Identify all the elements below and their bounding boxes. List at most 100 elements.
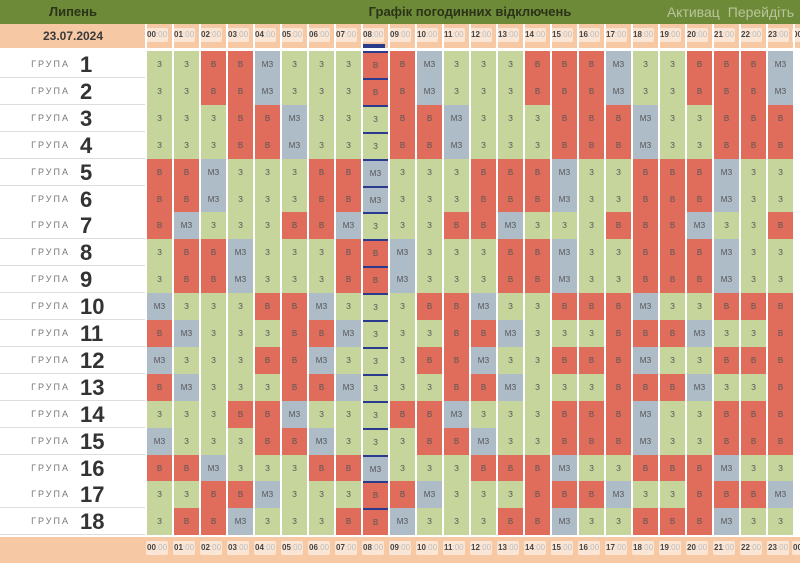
hour-label: 05:00 — [281, 541, 304, 555]
schedule-cell: З — [309, 481, 334, 509]
column-divider — [766, 24, 768, 537]
schedule-cell: В — [741, 427, 766, 455]
group-row: ГРУПА 13 В МЗ З З З В В МЗ З З З В В МЗ З З З В В В МЗ З З В — [0, 373, 800, 401]
schedule-cell: З — [201, 131, 226, 159]
schedule-cell: МЗ — [201, 454, 226, 482]
schedule-cell: З — [660, 400, 685, 428]
schedule-cell: МЗ — [444, 104, 469, 132]
minute-value: :00 — [587, 543, 600, 552]
schedule-cell: МЗ — [552, 239, 577, 267]
hour-value: 17 — [606, 543, 615, 552]
schedule-cell: З — [444, 481, 469, 509]
hour-label: 18:00 — [632, 28, 655, 42]
schedule-cell: З — [471, 481, 496, 509]
schedule-cell: З — [174, 131, 199, 159]
schedule-cell: В — [174, 266, 199, 294]
hour-value: 13 — [498, 30, 507, 39]
schedule-cell: З — [282, 239, 307, 267]
schedule-cell: З — [498, 293, 523, 321]
schedule-cell: З — [255, 212, 280, 240]
schedule-cell: МЗ — [552, 454, 577, 482]
schedule-cell: В — [255, 400, 280, 428]
schedule-cell: З — [309, 239, 334, 267]
schedule-cell: З — [390, 373, 415, 401]
group-label: ГРУПА 7 — [0, 212, 146, 240]
group-word: ГРУПА — [31, 85, 70, 96]
schedule-cell: В — [363, 508, 388, 536]
schedule-cell: В — [201, 266, 226, 294]
minute-value: :00 — [506, 30, 519, 39]
group-word: ГРУПА — [31, 59, 70, 69]
hour-value: 06 — [309, 30, 318, 39]
schedule-cell: З — [417, 373, 442, 401]
hour-label: 21:00 — [713, 28, 736, 42]
schedule-cell: З — [471, 51, 496, 78]
hour-label: 03:00 — [227, 28, 250, 42]
schedule-cell: В — [579, 77, 604, 105]
schedule-cell: З — [687, 346, 712, 374]
schedule-cell: В — [417, 293, 442, 321]
schedule-cell: В — [552, 400, 577, 428]
schedule-cell: В — [660, 266, 685, 294]
column-divider — [604, 24, 606, 537]
schedule-cell: З — [741, 454, 766, 482]
group-row: ГРУПА 6 В В МЗ З З З В В МЗ З З З В В В МЗ З З В В В МЗ З З — [0, 185, 800, 213]
schedule-cell: МЗ — [714, 158, 739, 186]
column-divider — [523, 24, 525, 537]
schedule-cell: З — [147, 400, 172, 428]
group-word: ГРУПА — [31, 274, 70, 285]
minute-value: :00 — [695, 543, 708, 552]
hour-value: 14 — [525, 543, 534, 552]
schedule-cell: МЗ — [687, 212, 712, 240]
schedule-cell: В — [174, 158, 199, 186]
schedule-cell: В — [390, 77, 415, 105]
schedule-cell: З — [579, 266, 604, 294]
hour-label: 20:00 — [686, 541, 709, 555]
schedule-cell: З — [147, 266, 172, 294]
hour-value: 18 — [633, 543, 642, 552]
hour-value: 23 — [768, 30, 777, 39]
hour-label: 00:00 — [146, 541, 169, 555]
schedule-cell: В — [714, 51, 739, 78]
group-word: ГРУПА — [31, 435, 70, 446]
schedule-cell: В — [633, 454, 658, 482]
group-number: 8 — [80, 240, 93, 266]
schedule-cell: З — [498, 481, 523, 509]
schedule-cell: В — [498, 158, 523, 186]
schedule-cell: В — [471, 320, 496, 347]
schedule-cell: В — [552, 481, 577, 509]
minute-value: :00 — [695, 30, 708, 39]
schedule-cell: В — [687, 266, 712, 294]
schedule-cell: З — [255, 158, 280, 186]
schedule-cell: МЗ — [633, 131, 658, 159]
schedule-cell: З — [336, 104, 361, 132]
schedule-cell: В — [633, 239, 658, 267]
schedule-cell: З — [147, 508, 172, 536]
schedule-cell: З — [525, 320, 550, 347]
schedule-cell: В — [336, 508, 361, 536]
schedule-cell: З — [255, 239, 280, 267]
schedule-cell: З — [255, 454, 280, 482]
schedule-cell: З — [606, 158, 631, 186]
hour-label: 08:00 — [362, 28, 385, 42]
schedule-cell: В — [633, 266, 658, 294]
schedule-cell: З — [390, 427, 415, 455]
schedule-cell: В — [606, 131, 631, 159]
minute-value: :00 — [614, 543, 627, 552]
schedule-cell: З — [309, 104, 334, 132]
schedule-cell: МЗ — [417, 77, 442, 105]
schedule-cell: З — [228, 293, 253, 321]
schedule-cell: В — [687, 51, 712, 78]
group-number: 12 — [80, 347, 105, 373]
hour-label: 09:00 — [389, 541, 412, 555]
schedule-cell: В — [390, 131, 415, 159]
schedule-cell: З — [741, 185, 766, 213]
schedule-cell: В — [714, 400, 739, 428]
schedule-cell: В — [552, 131, 577, 159]
schedule-cell: З — [390, 320, 415, 347]
watermark-line: Перейдіть — [727, 4, 794, 20]
group-number: 10 — [80, 294, 105, 320]
minute-value: :00 — [641, 543, 654, 552]
schedule-cell: МЗ — [336, 373, 361, 401]
group-row: ГРУПА 8 З В В МЗ З З З В В МЗ З З З В В МЗ З З В В В МЗ З З — [0, 239, 800, 267]
